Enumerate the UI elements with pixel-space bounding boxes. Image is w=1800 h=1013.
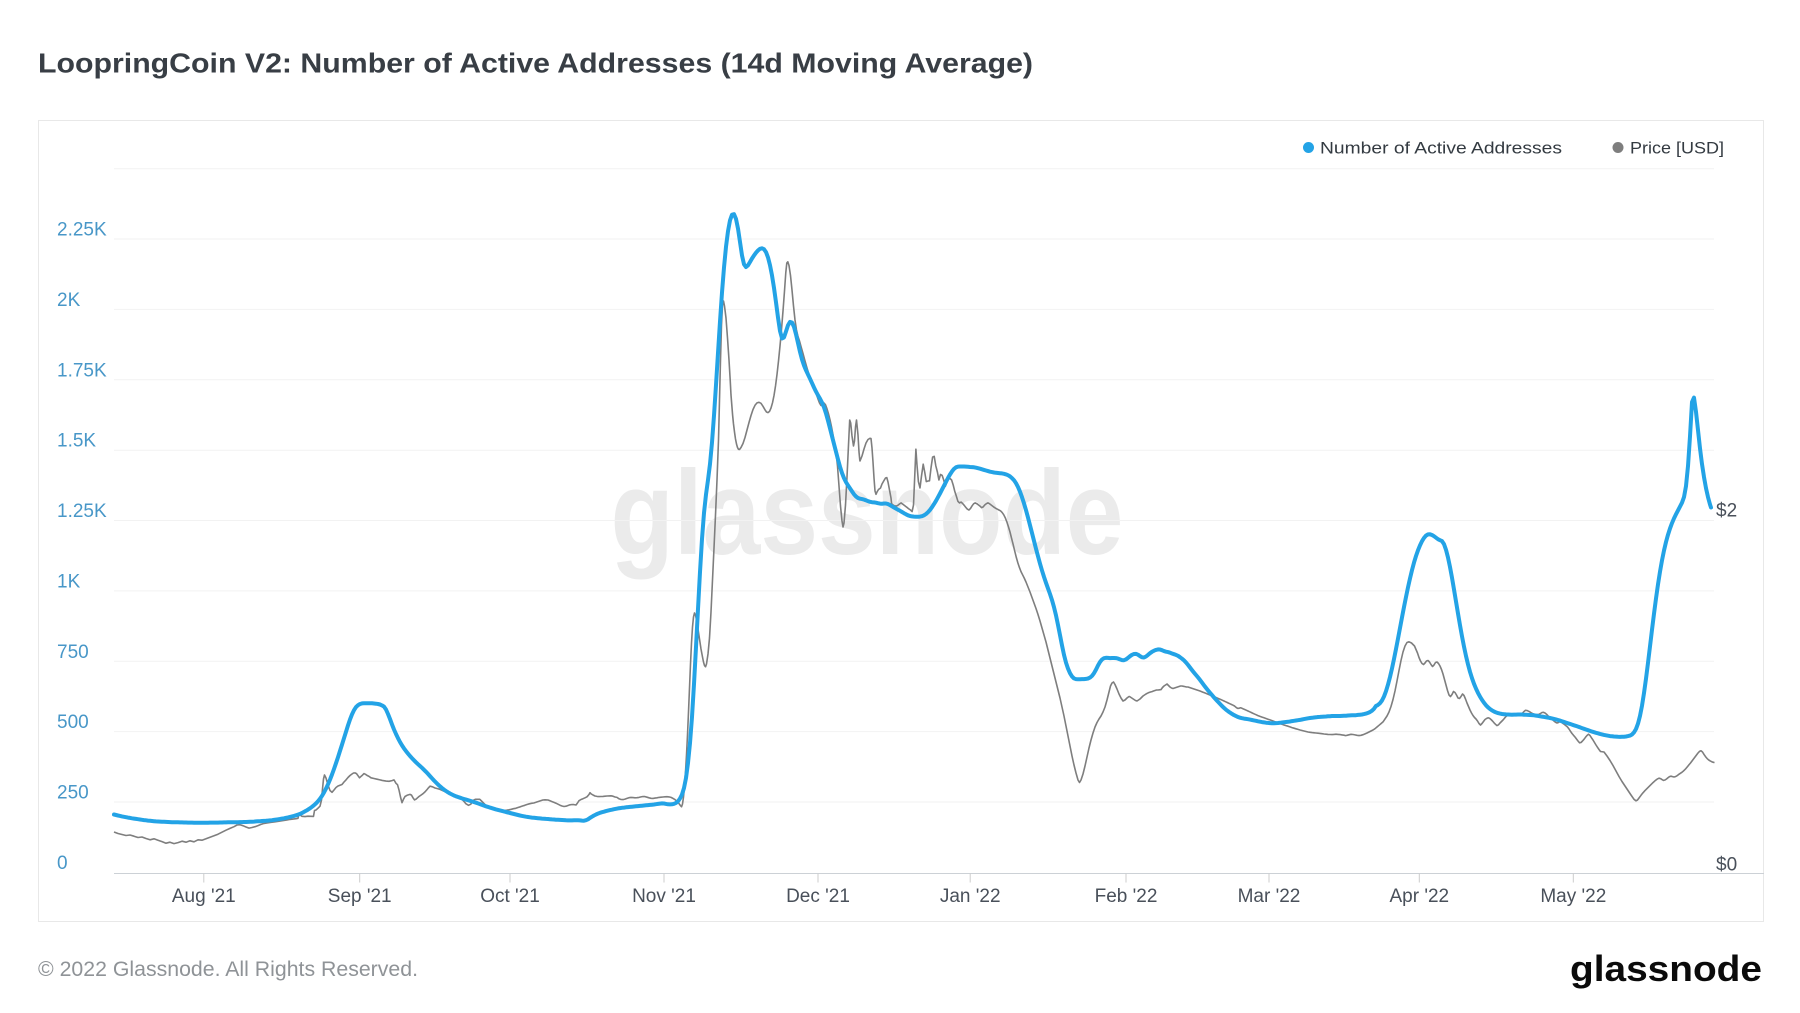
svg-text:Price [USD]: Price [USD]	[1630, 139, 1724, 158]
svg-text:$0: $0	[1716, 855, 1737, 876]
svg-text:250: 250	[57, 783, 89, 804]
svg-text:2K: 2K	[57, 290, 81, 311]
svg-text:Dec '21: Dec '21	[786, 886, 850, 907]
svg-text:1.75K: 1.75K	[57, 360, 107, 381]
svg-text:500: 500	[57, 712, 89, 733]
svg-text:Jan '22: Jan '22	[940, 886, 1001, 907]
svg-text:LoopringCoin V2: Number of Act: LoopringCoin V2: Number of Active Addres…	[38, 48, 1033, 79]
svg-text:0: 0	[57, 853, 68, 874]
svg-text:Nov '21: Nov '21	[632, 886, 696, 907]
svg-text:Number of Active Addresses: Number of Active Addresses	[1320, 139, 1562, 158]
svg-text:$2: $2	[1716, 501, 1737, 522]
svg-text:1.25K: 1.25K	[57, 501, 107, 522]
svg-text:glassnode: glassnode	[611, 446, 1124, 580]
svg-text:1.5K: 1.5K	[57, 431, 96, 452]
svg-text:Apr '22: Apr '22	[1389, 886, 1449, 907]
svg-text:Sep '21: Sep '21	[328, 886, 392, 907]
svg-text:May '22: May '22	[1540, 886, 1606, 907]
svg-text:1K: 1K	[57, 571, 81, 592]
svg-text:2.25K: 2.25K	[57, 220, 107, 241]
svg-text:Mar '22: Mar '22	[1238, 886, 1301, 907]
svg-text:© 2022 Glassnode. All Rights R: © 2022 Glassnode. All Rights Reserved.	[38, 958, 418, 981]
svg-text:Feb '22: Feb '22	[1095, 886, 1158, 907]
svg-text:Oct '21: Oct '21	[480, 886, 540, 907]
svg-text:750: 750	[57, 642, 89, 663]
svg-text:glassnode: glassnode	[1570, 948, 1762, 989]
svg-text:Aug '21: Aug '21	[172, 886, 236, 907]
